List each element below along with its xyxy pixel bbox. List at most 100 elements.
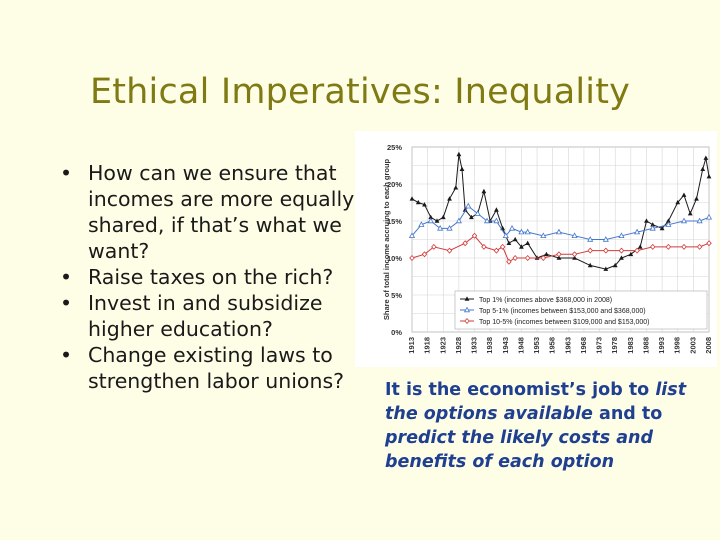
data-point bbox=[415, 199, 421, 205]
data-point bbox=[555, 228, 563, 235]
x-tick-label: 1988 bbox=[641, 337, 650, 354]
data-point bbox=[506, 240, 512, 245]
data-point bbox=[587, 262, 593, 268]
x-tick-label: 1918 bbox=[423, 337, 432, 354]
data-point bbox=[464, 318, 470, 324]
series-line bbox=[411, 205, 710, 240]
bullet-text: Invest in and subsidize higher education… bbox=[88, 291, 323, 341]
data-point bbox=[512, 236, 518, 242]
data-point bbox=[700, 166, 706, 171]
data-point bbox=[502, 232, 509, 238]
x-tick-label: 1973 bbox=[595, 337, 604, 354]
bullet-dot-icon: • bbox=[60, 291, 73, 315]
x-tick-label: 1923 bbox=[438, 337, 447, 354]
data-point bbox=[644, 218, 649, 223]
data-point bbox=[462, 207, 468, 212]
data-point bbox=[540, 255, 547, 261]
data-point bbox=[462, 240, 468, 247]
caption-text-3: and to bbox=[592, 404, 663, 424]
data-point bbox=[508, 224, 516, 231]
bullet-text: How can we ensure that incomes are more … bbox=[88, 161, 355, 263]
data-point bbox=[612, 262, 618, 268]
x-tick-label: 1928 bbox=[454, 337, 463, 354]
data-point bbox=[649, 243, 656, 250]
x-tick-label: 2003 bbox=[688, 337, 697, 354]
data-point bbox=[465, 202, 472, 209]
data-point bbox=[506, 258, 512, 265]
data-point bbox=[481, 188, 487, 194]
data-point bbox=[571, 232, 578, 238]
data-point bbox=[422, 202, 427, 207]
data-point bbox=[571, 251, 578, 258]
data-point bbox=[680, 217, 688, 224]
x-tick-label: 1958 bbox=[548, 337, 557, 354]
data-point bbox=[471, 232, 478, 239]
x-tick-label: 1993 bbox=[657, 337, 666, 354]
data-point bbox=[618, 247, 625, 254]
y-tick-label: 15% bbox=[387, 217, 402, 226]
data-point bbox=[603, 266, 609, 271]
data-point bbox=[493, 217, 500, 224]
data-point bbox=[540, 232, 547, 238]
data-point bbox=[456, 151, 462, 157]
bullet-item: • Raise taxes on the rich? bbox=[58, 264, 358, 290]
data-point bbox=[618, 232, 625, 238]
data-point bbox=[637, 244, 643, 249]
data-point bbox=[681, 243, 687, 250]
data-point bbox=[525, 240, 531, 245]
data-point bbox=[453, 185, 459, 190]
data-point bbox=[603, 247, 609, 254]
x-tick-label: 1913 bbox=[407, 337, 416, 354]
x-tick-label: 1998 bbox=[673, 337, 682, 354]
bullet-item: • How can we ensure that incomes are more… bbox=[58, 160, 358, 264]
series-line bbox=[411, 154, 710, 270]
data-point bbox=[518, 228, 525, 235]
data-point bbox=[556, 255, 562, 260]
data-point bbox=[499, 243, 506, 250]
data-point bbox=[602, 236, 609, 242]
data-point bbox=[464, 296, 470, 301]
data-point bbox=[587, 236, 594, 242]
bullet-text: Raise taxes on the rich? bbox=[88, 265, 334, 289]
data-point bbox=[437, 224, 444, 231]
y-tick-label: 10% bbox=[387, 254, 402, 263]
x-tick-label: 1933 bbox=[470, 337, 479, 354]
data-point bbox=[409, 196, 415, 201]
data-point bbox=[572, 255, 577, 260]
bullet-item: • Change existing laws to strengthen labo… bbox=[58, 342, 358, 394]
data-point bbox=[705, 213, 713, 220]
slide-title: Ethical Imperatives: Inequality bbox=[89, 72, 631, 112]
data-point bbox=[446, 247, 453, 254]
data-point bbox=[512, 255, 518, 261]
x-tick-label: 1943 bbox=[501, 337, 510, 354]
x-tick-label: 1968 bbox=[579, 337, 588, 354]
x-tick-label: 1983 bbox=[626, 337, 635, 354]
data-point bbox=[665, 218, 671, 223]
data-point bbox=[687, 211, 693, 216]
data-point bbox=[494, 207, 499, 212]
data-point bbox=[519, 244, 524, 249]
bullet-dot-icon: • bbox=[60, 161, 73, 185]
data-point bbox=[675, 199, 681, 205]
data-point bbox=[665, 243, 672, 250]
y-tick-label: 0% bbox=[391, 328, 402, 337]
data-point bbox=[434, 218, 440, 223]
bullet-dot-icon: • bbox=[60, 343, 73, 367]
data-point bbox=[455, 217, 462, 224]
data-point bbox=[703, 155, 709, 160]
data-point bbox=[556, 251, 562, 258]
y-axis-label: Share of total income accruing to each g… bbox=[382, 158, 391, 320]
data-point bbox=[469, 214, 474, 220]
data-point bbox=[587, 247, 593, 254]
x-tick-label: 1953 bbox=[532, 337, 541, 354]
data-point bbox=[408, 232, 416, 238]
data-point bbox=[431, 243, 437, 250]
data-point bbox=[481, 243, 487, 250]
data-point bbox=[463, 306, 471, 313]
bullet-text: Change existing laws to strengthen labor… bbox=[88, 343, 344, 393]
x-tick-label: 1948 bbox=[516, 337, 525, 354]
data-point bbox=[634, 228, 641, 235]
income-share-chart: 0% 5% 10% 15% 20% 25% 1913 1918 1923 1928 1933 1938… bbox=[355, 131, 717, 367]
data-point bbox=[694, 196, 699, 201]
